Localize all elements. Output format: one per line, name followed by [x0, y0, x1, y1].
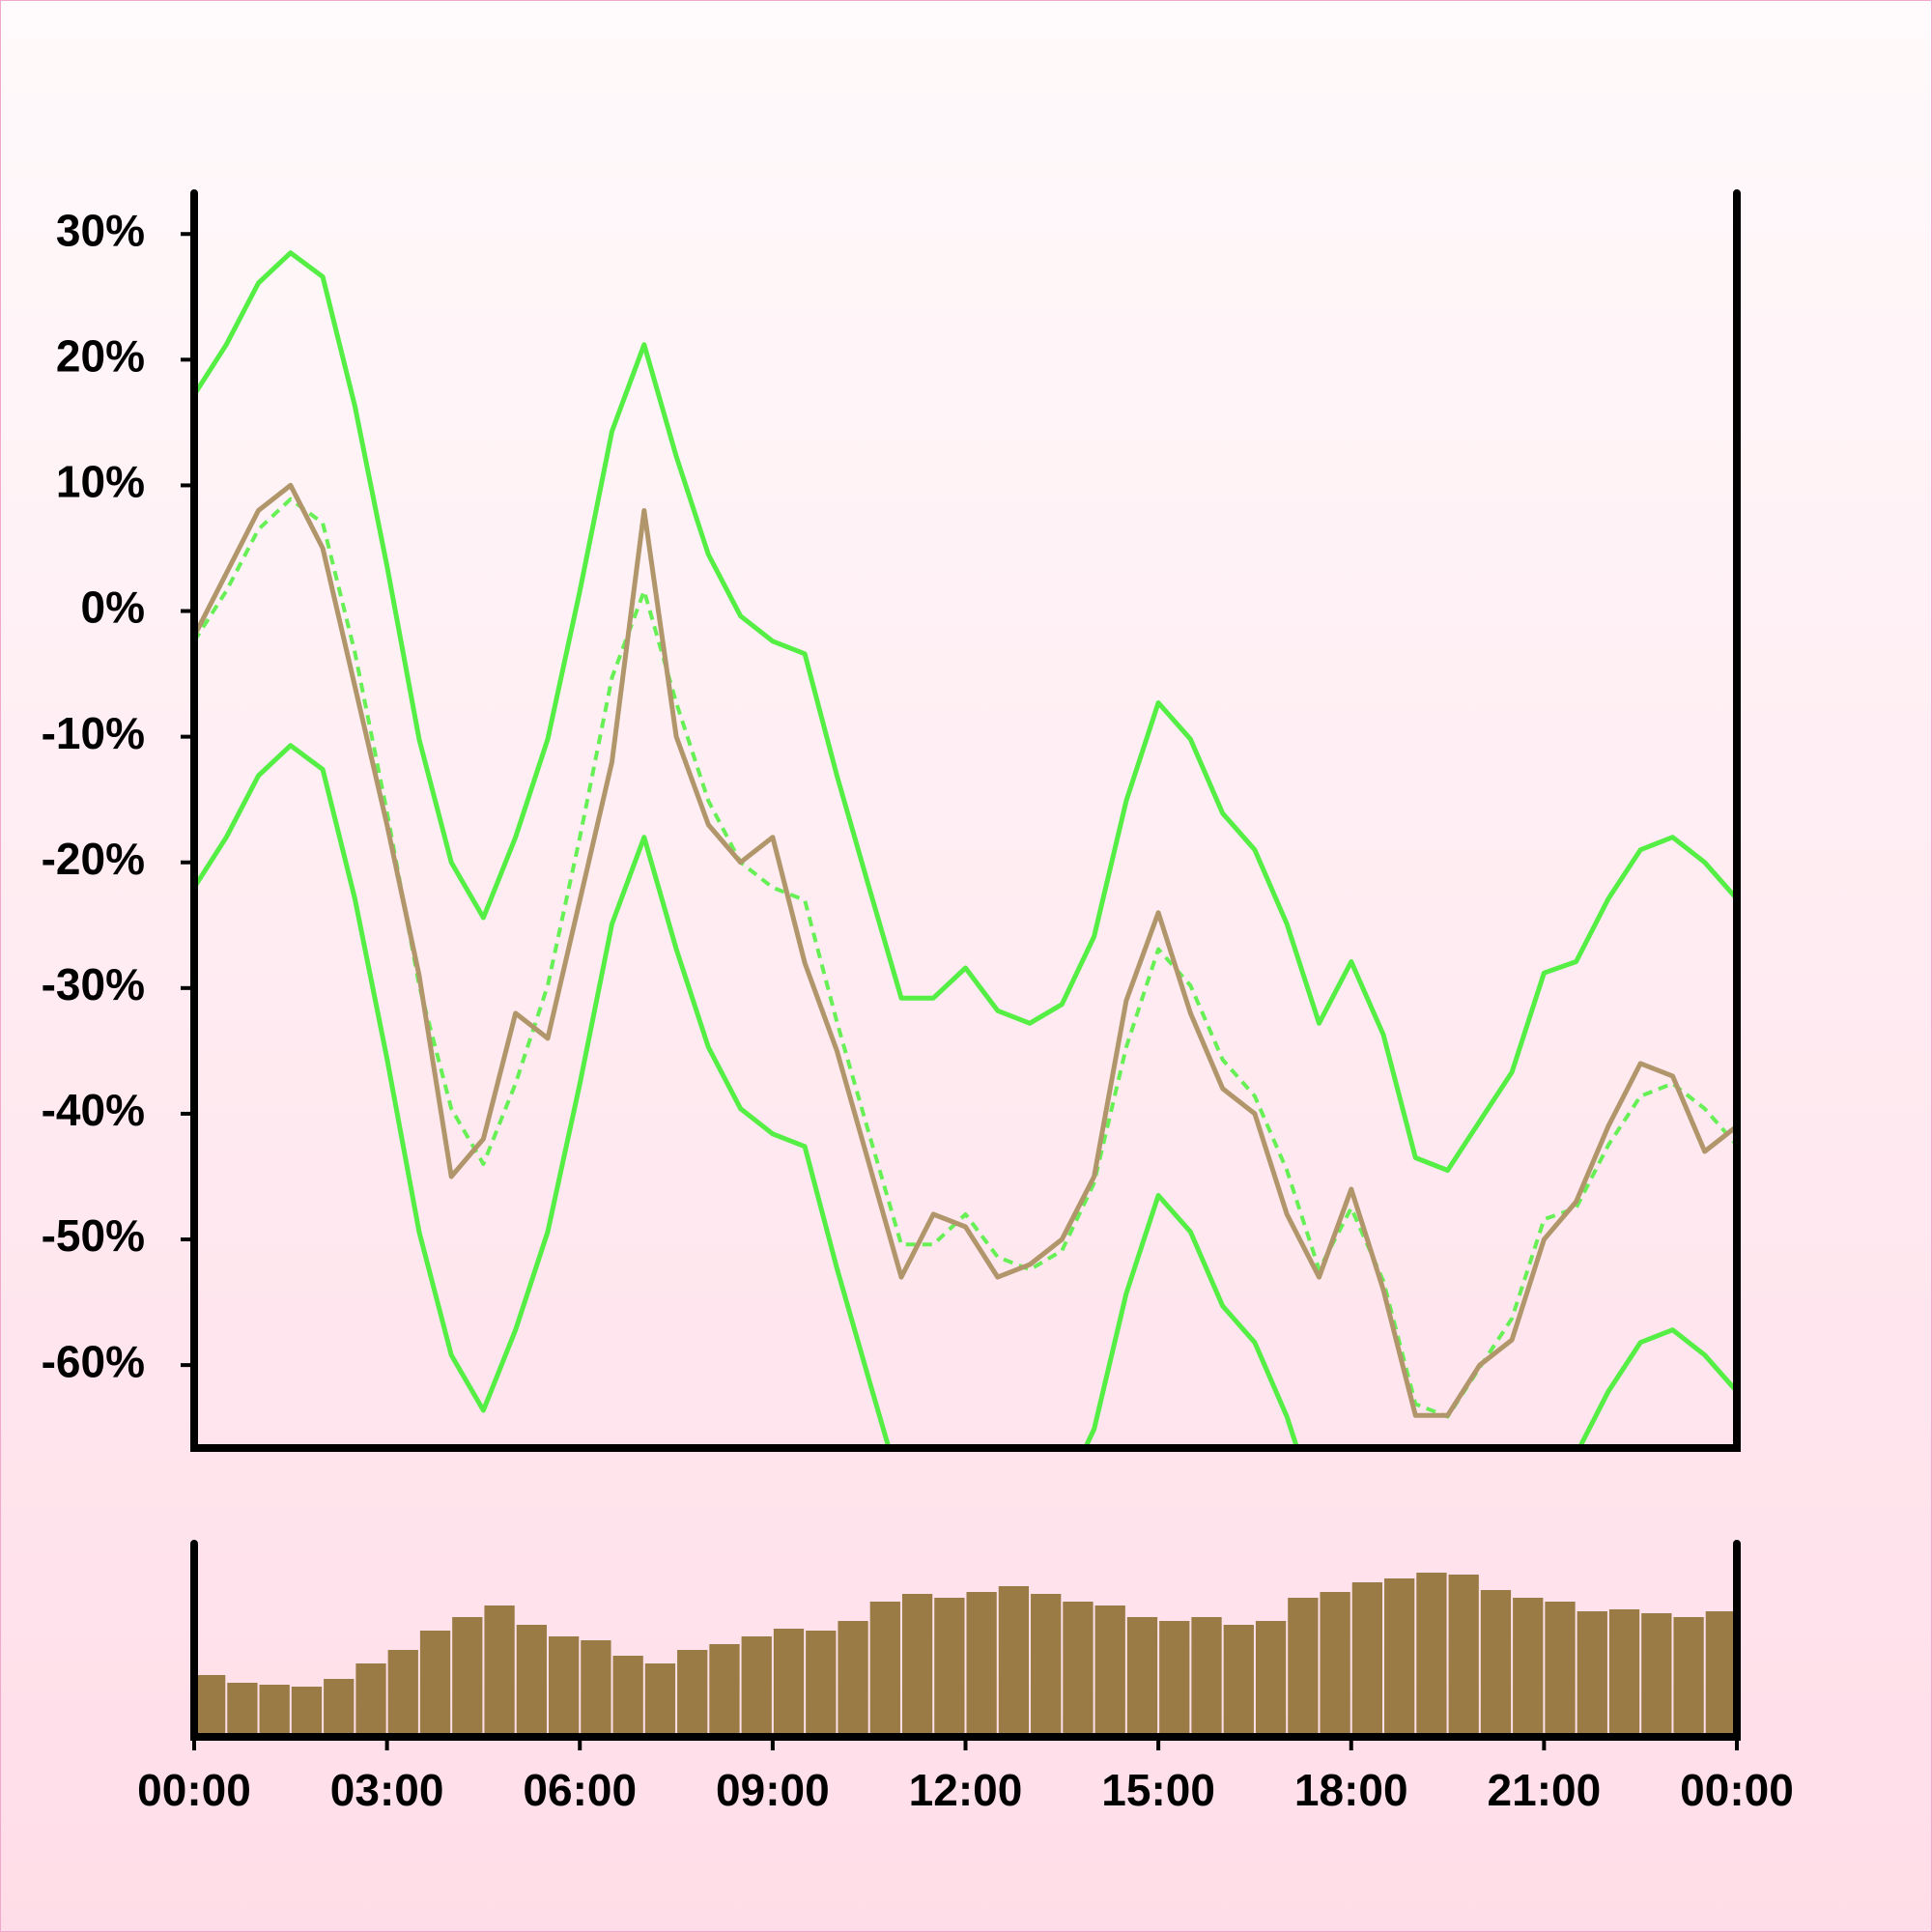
- x-tick-label: 15:00: [1101, 1765, 1215, 1815]
- volume-bar: [901, 1594, 933, 1737]
- volume-bar: [677, 1650, 708, 1737]
- volume-bar: [1191, 1617, 1222, 1737]
- volume-bar: [998, 1586, 1030, 1737]
- y-tick-label: 10%: [56, 457, 145, 507]
- y-tick-label: 0%: [81, 582, 145, 633]
- x-tick-label: 00:00: [137, 1765, 251, 1815]
- volume-bar: [516, 1625, 547, 1737]
- volume-bar: [1577, 1611, 1607, 1737]
- volume-bar: [1480, 1590, 1512, 1737]
- volume-bar: [806, 1631, 837, 1737]
- volume-bar: [1126, 1617, 1158, 1737]
- y-tick-label: -60%: [42, 1336, 145, 1386]
- volume-bar: [1448, 1575, 1479, 1737]
- volume-bar: [484, 1605, 515, 1737]
- volume-bar: [1705, 1611, 1736, 1737]
- volume-bar: [612, 1656, 643, 1737]
- volume-bar: [1094, 1605, 1125, 1737]
- plot-area: [194, 250, 1737, 1448]
- x-tick-label: 09:00: [716, 1765, 830, 1815]
- volume-bar: [1641, 1613, 1672, 1737]
- y-tick-label: 20%: [56, 330, 145, 381]
- x-tick-label: 03:00: [330, 1765, 444, 1815]
- volume-bar: [1673, 1617, 1704, 1737]
- volume-bar: [548, 1636, 580, 1737]
- volume-bar: [1320, 1592, 1350, 1737]
- volume-bar: [1384, 1578, 1415, 1737]
- series-line: [194, 482, 1737, 1418]
- volume-bar: [1288, 1598, 1319, 1737]
- x-tick-label: 00:00: [1680, 1765, 1794, 1815]
- volume-bar: [1063, 1602, 1094, 1737]
- x-tick-label: 18:00: [1294, 1765, 1408, 1815]
- volume-bar: [741, 1636, 772, 1737]
- volume-bar: [227, 1683, 258, 1737]
- volume-bar: [1608, 1609, 1640, 1737]
- x-tick-label: 06:00: [523, 1765, 637, 1815]
- volume-bar: [1255, 1621, 1287, 1737]
- volume-bar: [644, 1663, 676, 1737]
- volume-bar: [1513, 1598, 1544, 1737]
- volume-bar: [259, 1685, 290, 1737]
- series-line: [194, 497, 1737, 1419]
- x-tick-label: 21:00: [1488, 1765, 1602, 1815]
- volume-bar: [1223, 1625, 1254, 1737]
- series-line: [194, 250, 1737, 1173]
- volume-bar: [1031, 1594, 1062, 1737]
- main-frame: [190, 189, 1741, 1452]
- volume-bar: [709, 1644, 740, 1737]
- y-tick-label: -20%: [42, 834, 145, 884]
- volume-bar: [1545, 1602, 1576, 1737]
- volume-bar: [1416, 1573, 1447, 1737]
- volume-bar: [387, 1650, 418, 1737]
- volume-bar: [966, 1592, 997, 1737]
- y-tick-label: 30%: [56, 205, 145, 255]
- y-tick-label: -50%: [42, 1210, 145, 1261]
- volume-bar: [1159, 1621, 1190, 1737]
- volume-panel: [195, 1573, 1736, 1737]
- volume-bar: [195, 1675, 226, 1737]
- volume-bar: [452, 1617, 483, 1737]
- y-tick-label: -10%: [42, 708, 145, 758]
- y-tick-label: -30%: [42, 959, 145, 1009]
- volume-bar: [355, 1663, 386, 1737]
- series-line: [194, 743, 1737, 1448]
- y-tick-label: -40%: [42, 1085, 145, 1135]
- volume-bar: [869, 1602, 900, 1737]
- tick-labels: 30% 20% 10% 0% -10% -20% -30% -40% -50% -60% 00:00…: [42, 205, 1794, 1815]
- volume-bar: [581, 1640, 611, 1737]
- volume-bar: [1351, 1582, 1383, 1737]
- volume-bar: [773, 1629, 805, 1737]
- volume-bar: [419, 1631, 451, 1737]
- x-tick-label: 12:00: [909, 1765, 1023, 1815]
- volume-bar: [838, 1621, 868, 1737]
- volume-bar: [291, 1687, 323, 1737]
- volume-bar: [934, 1598, 965, 1737]
- volume-bar: [324, 1679, 355, 1737]
